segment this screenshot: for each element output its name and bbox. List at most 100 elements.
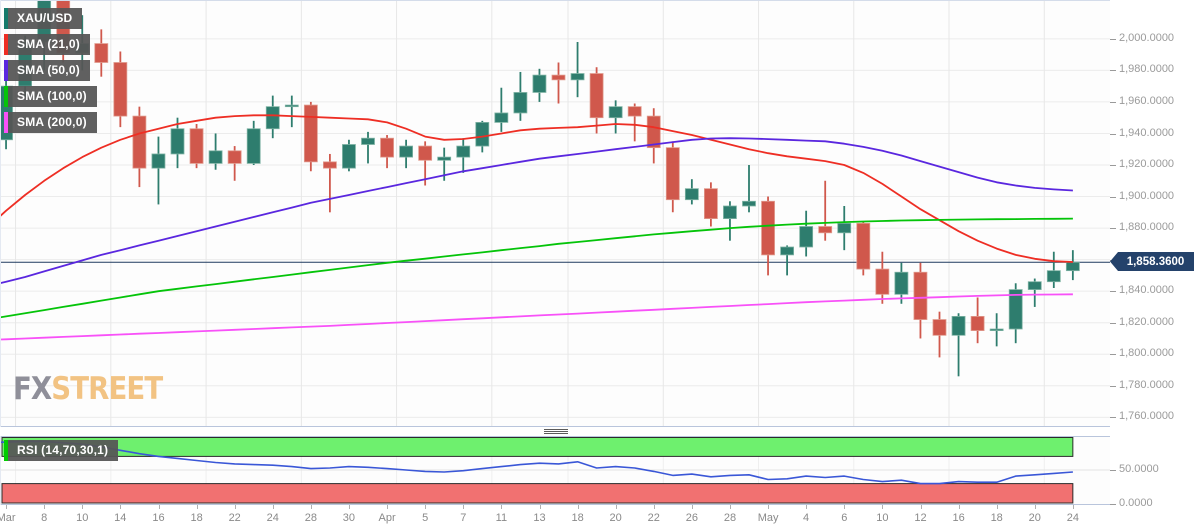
date-tick bbox=[577, 505, 579, 509]
main-panel-top-border bbox=[0, 0, 1110, 1]
date-tick-label: Apr bbox=[378, 512, 396, 524]
rsi-canvas bbox=[0, 437, 1110, 504]
candle bbox=[742, 200, 756, 207]
candle bbox=[208, 150, 223, 164]
sma-line-50 bbox=[0, 137, 1073, 285]
candle bbox=[322, 161, 337, 169]
price-tick bbox=[1110, 101, 1116, 103]
price-tick bbox=[1110, 228, 1116, 230]
watermark-street: STREET bbox=[51, 371, 163, 408]
date-tick bbox=[844, 505, 846, 509]
watermark-fx: FX bbox=[13, 371, 52, 408]
rsi-color-strip bbox=[4, 440, 8, 461]
date-tick-label: 10 bbox=[876, 512, 889, 524]
date-tick bbox=[387, 505, 389, 509]
candle bbox=[780, 246, 794, 256]
candle bbox=[284, 104, 299, 108]
candle bbox=[761, 200, 775, 256]
date-tick bbox=[1072, 505, 1074, 509]
candle bbox=[513, 92, 528, 114]
date-tick bbox=[234, 505, 236, 509]
date-tick bbox=[120, 505, 122, 509]
candle bbox=[837, 222, 852, 234]
date-tick bbox=[539, 505, 541, 509]
candle bbox=[475, 122, 490, 147]
date-tick-label: 4 bbox=[803, 512, 810, 524]
sma-50-badge[interactable]: SMA (50,0) bbox=[4, 60, 90, 81]
candle bbox=[399, 145, 414, 158]
candle bbox=[646, 115, 661, 149]
fxstreet-watermark: FXSTREET bbox=[13, 371, 163, 408]
sma-200-label: SMA (200,0) bbox=[8, 112, 97, 133]
candle bbox=[818, 226, 833, 234]
candle bbox=[532, 74, 547, 93]
candle bbox=[875, 268, 890, 295]
candle bbox=[627, 106, 642, 117]
candle bbox=[189, 128, 204, 164]
candle bbox=[1027, 281, 1042, 290]
candles-layer bbox=[0, 0, 1080, 377]
sma-100-color-strip bbox=[4, 86, 8, 107]
date-tick-label: 28 bbox=[723, 512, 737, 524]
candle bbox=[456, 145, 471, 158]
price-tick-label: 1,960.0000 bbox=[1119, 94, 1175, 107]
candle bbox=[570, 73, 585, 81]
rsi-panel-bottom-border bbox=[0, 504, 1110, 505]
rsi-panel-top-border bbox=[0, 436, 1110, 437]
price-tick-label: 1,780.0000 bbox=[1119, 378, 1175, 391]
date-tick bbox=[463, 505, 465, 509]
sma-21-label: SMA (21,0) bbox=[8, 34, 90, 55]
sma-200-color-strip bbox=[4, 112, 8, 133]
sma-100-badge[interactable]: SMA (100,0) bbox=[4, 86, 97, 107]
candle bbox=[704, 188, 718, 220]
rsi-badge[interactable]: RSI (14,70,30,1) bbox=[4, 440, 119, 461]
candle bbox=[989, 328, 1004, 332]
rsi-line bbox=[0, 440, 1073, 485]
price-tick-label: 1,940.0000 bbox=[1119, 126, 1175, 139]
date-tick-label: 28 bbox=[304, 512, 318, 524]
sma-21-badge[interactable]: SMA (21,0) bbox=[4, 34, 90, 55]
candle bbox=[665, 147, 680, 201]
date-tick-label: 6 bbox=[841, 512, 848, 524]
candle bbox=[437, 156, 452, 161]
price-tick-label: 1,800.0000 bbox=[1119, 347, 1175, 360]
rsi-overbought-band bbox=[1, 437, 1074, 457]
main-panel-bottom-border bbox=[0, 426, 1110, 427]
price-tick bbox=[1110, 133, 1116, 135]
sma-200-badge[interactable]: SMA (200,0) bbox=[4, 112, 97, 133]
date-axis[interactable]: Mar 8 10 14 16 18 22 24 28 30 Apr 5 7 11 13 18 20 22 26 28 M… bbox=[0, 505, 1110, 532]
candle bbox=[342, 144, 356, 169]
price-tick-label: 1,880.0000 bbox=[1119, 221, 1175, 234]
price-tick-label: 1,900.0000 bbox=[1119, 189, 1175, 202]
date-tick-label: 30 bbox=[342, 512, 356, 524]
date-tick bbox=[1034, 505, 1036, 509]
date-tick bbox=[806, 505, 808, 509]
price-tick-label: 1,980.0000 bbox=[1119, 63, 1175, 76]
date-tick bbox=[730, 505, 731, 509]
rsi-panel[interactable] bbox=[0, 436, 1110, 504]
symbol-badge[interactable]: XAU/USD bbox=[4, 8, 83, 29]
candle bbox=[265, 106, 280, 130]
date-tick bbox=[425, 505, 427, 509]
price-tick bbox=[1110, 354, 1116, 356]
price-tick bbox=[1110, 165, 1116, 166]
main-chart-panel[interactable] bbox=[0, 0, 1110, 427]
candle bbox=[361, 137, 375, 145]
price-tick-label: 1,920.0000 bbox=[1119, 158, 1175, 170]
rsi-tick-label: 0.0000 bbox=[1119, 497, 1153, 509]
date-tick bbox=[196, 505, 198, 509]
sma-line-100 bbox=[0, 217, 1073, 319]
date-tick bbox=[615, 505, 617, 509]
candle bbox=[303, 104, 318, 163]
date-tick-label: 20 bbox=[1028, 512, 1041, 524]
candle bbox=[380, 137, 394, 158]
candle bbox=[608, 106, 623, 119]
panel-splitter[interactable] bbox=[0, 427, 1110, 436]
date-tick-label: 16 bbox=[952, 512, 965, 524]
date-tick-label: 24 bbox=[266, 512, 279, 524]
rsi-tick bbox=[1110, 504, 1116, 505]
candle bbox=[589, 73, 604, 119]
price-tick bbox=[1110, 70, 1116, 72]
date-tick bbox=[920, 505, 922, 509]
candle bbox=[494, 112, 509, 123]
